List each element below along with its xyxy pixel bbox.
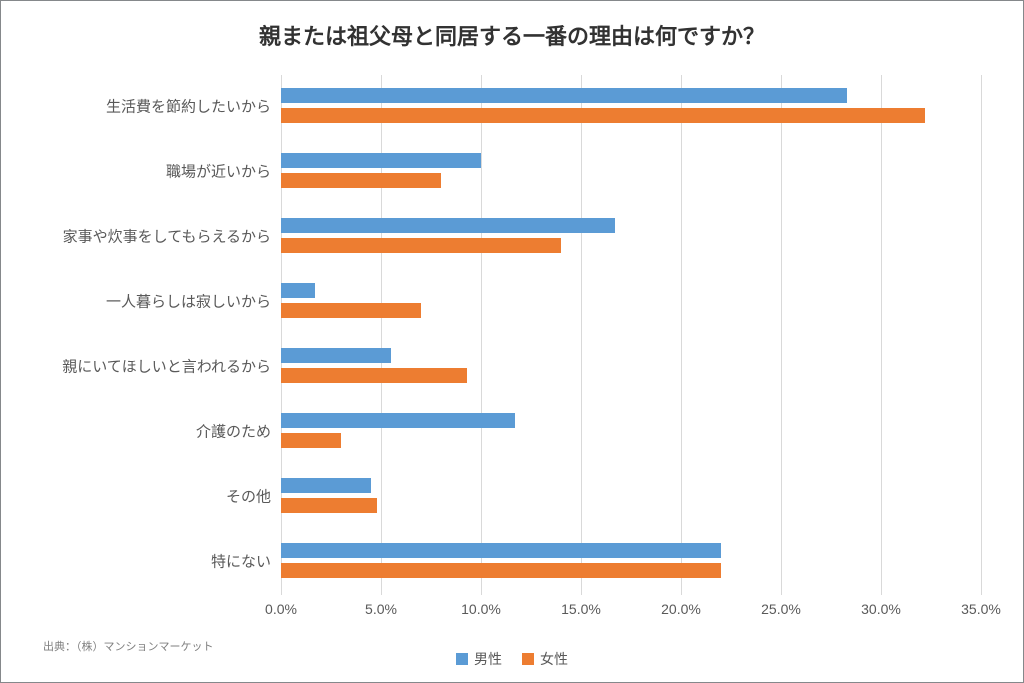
x-tick-label: 0.0%: [265, 601, 297, 617]
legend-label: 男性: [474, 649, 502, 669]
gridline: [581, 75, 582, 595]
gridline: [981, 75, 982, 595]
legend-swatch: [522, 653, 534, 665]
bar: [281, 238, 561, 253]
chart-title: 親または祖父母と同居する一番の理由は何ですか？: [1, 19, 1023, 51]
category-label: 特にない: [211, 550, 281, 571]
category-label: 介護のため: [196, 420, 281, 441]
legend-swatch: [456, 653, 468, 665]
gridline: [881, 75, 882, 595]
bar: [281, 88, 847, 103]
x-tick-label: 30.0%: [861, 601, 901, 617]
bar: [281, 368, 467, 383]
gridline: [481, 75, 482, 595]
x-tick-label: 35.0%: [961, 601, 1001, 617]
gridline: [781, 75, 782, 595]
legend-item: 女性: [522, 649, 568, 669]
bar: [281, 108, 925, 123]
bar: [281, 348, 391, 363]
bar: [281, 173, 441, 188]
category-label: 職場が近いから: [166, 160, 281, 181]
chart-frame: 親または祖父母と同居する一番の理由は何ですか？ 0.0%5.0%10.0%15.…: [0, 0, 1024, 683]
legend-label: 女性: [540, 649, 568, 669]
x-tick-label: 10.0%: [461, 601, 501, 617]
bar: [281, 543, 721, 558]
legend: 男性 女性: [1, 649, 1023, 670]
bar: [281, 218, 615, 233]
bar: [281, 413, 515, 428]
bar: [281, 153, 481, 168]
bar: [281, 563, 721, 578]
category-label: 一人暮らしは寂しいから: [106, 290, 281, 311]
bar: [281, 433, 341, 448]
category-label: その他: [226, 485, 281, 506]
x-tick-label: 25.0%: [761, 601, 801, 617]
x-tick-label: 20.0%: [661, 601, 701, 617]
category-label: 親にいてほしいと言われるから: [62, 355, 281, 376]
bar: [281, 498, 377, 513]
legend-item: 男性: [456, 649, 502, 669]
bar: [281, 478, 371, 493]
x-tick-label: 5.0%: [365, 601, 397, 617]
bar: [281, 283, 315, 298]
gridline: [681, 75, 682, 595]
plot-area: 0.0%5.0%10.0%15.0%20.0%25.0%30.0%35.0%生活…: [281, 75, 981, 595]
category-label: 家事や炊事をしてもらえるから: [63, 225, 281, 246]
bar: [281, 303, 421, 318]
category-label: 生活費を節約したいから: [106, 95, 281, 116]
x-tick-label: 15.0%: [561, 601, 601, 617]
